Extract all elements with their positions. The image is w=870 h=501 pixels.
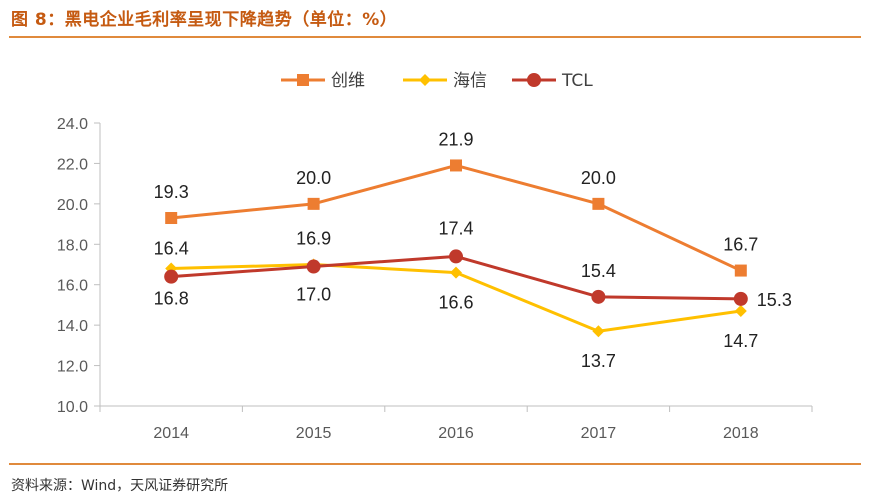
data-label: 16.9 [296,229,331,249]
y-tick-label: 18.0 [57,237,88,254]
x-tick-label: 2015 [296,425,332,442]
data-label: 16.8 [154,289,189,309]
source-divider [9,463,861,465]
legend-label: 创维 [331,71,365,91]
data-label: 16.7 [723,235,758,255]
data-point-marker [592,197,605,210]
series-tcl [164,249,748,306]
title-divider [9,36,861,38]
legend: 创维 海信 TCL [281,71,593,91]
figure-title: 图 8：黑电企业毛利率呈现下降趋势（单位：%） [11,10,398,30]
legend-marker [419,74,431,86]
data-label: 15.3 [757,290,792,310]
data-point-marker [733,291,748,306]
data-point-marker [164,269,179,284]
data-point-marker [734,304,747,317]
data-label: 19.3 [154,182,189,202]
y-tick-label: 16.0 [57,278,88,295]
data-labels: 19.3 20.0 21.9 20.0 16.7 16.8 17.0 16.6 13.7 14.7… [154,129,792,371]
data-label: 20.0 [581,168,616,188]
data-point-marker [734,264,747,277]
y-tick-label: 22.0 [57,156,88,173]
data-point-marker [450,266,462,279]
data-label: 15.4 [581,261,616,281]
data-point-marker [307,197,320,210]
data-label: 14.7 [723,331,758,351]
data-label: 16.6 [438,293,473,313]
y-axis: 10.0 12.0 14.0 16.0 18.0 20.0 22.0 24.0 [57,116,101,416]
data-point-marker [449,249,463,264]
data-label: 13.7 [581,351,616,371]
source-note: 资料来源：Wind，天风证券研究所 [11,478,229,494]
legend-item-chuangwei: 创维 [281,71,365,91]
data-label: 21.9 [438,129,473,149]
y-tick-label: 20.0 [57,197,88,214]
data-label: 16.4 [154,239,189,259]
data-label: 20.0 [296,168,331,188]
legend-label: 海信 [453,71,487,91]
y-tick-label: 12.0 [57,359,88,376]
data-point-marker [306,259,321,274]
data-point-marker [165,212,178,225]
data-point-marker [591,289,606,304]
legend-marker [297,74,309,86]
x-tick-label: 2014 [153,425,189,442]
legend-item-hisense: 海信 [403,71,487,91]
y-tick-label: 24.0 [57,116,88,133]
data-point-marker [592,325,605,338]
data-label: 17.0 [296,285,331,305]
series-chuangwei [165,159,747,277]
x-tick-label: 2017 [581,425,617,442]
x-tick-label: 2016 [438,425,474,442]
y-tick-label: 14.0 [57,318,88,335]
y-tick-label: 10.0 [57,399,88,416]
data-label: 17.4 [438,218,473,238]
data-point-marker [450,159,462,172]
legend-marker [527,73,541,87]
legend-label: TCL [561,71,593,91]
series-layer [164,159,748,338]
legend-item-tcl: TCL [512,71,593,91]
x-axis: 2014 2015 2016 2017 2018 [99,405,813,442]
x-tick-label: 2018 [723,425,759,442]
